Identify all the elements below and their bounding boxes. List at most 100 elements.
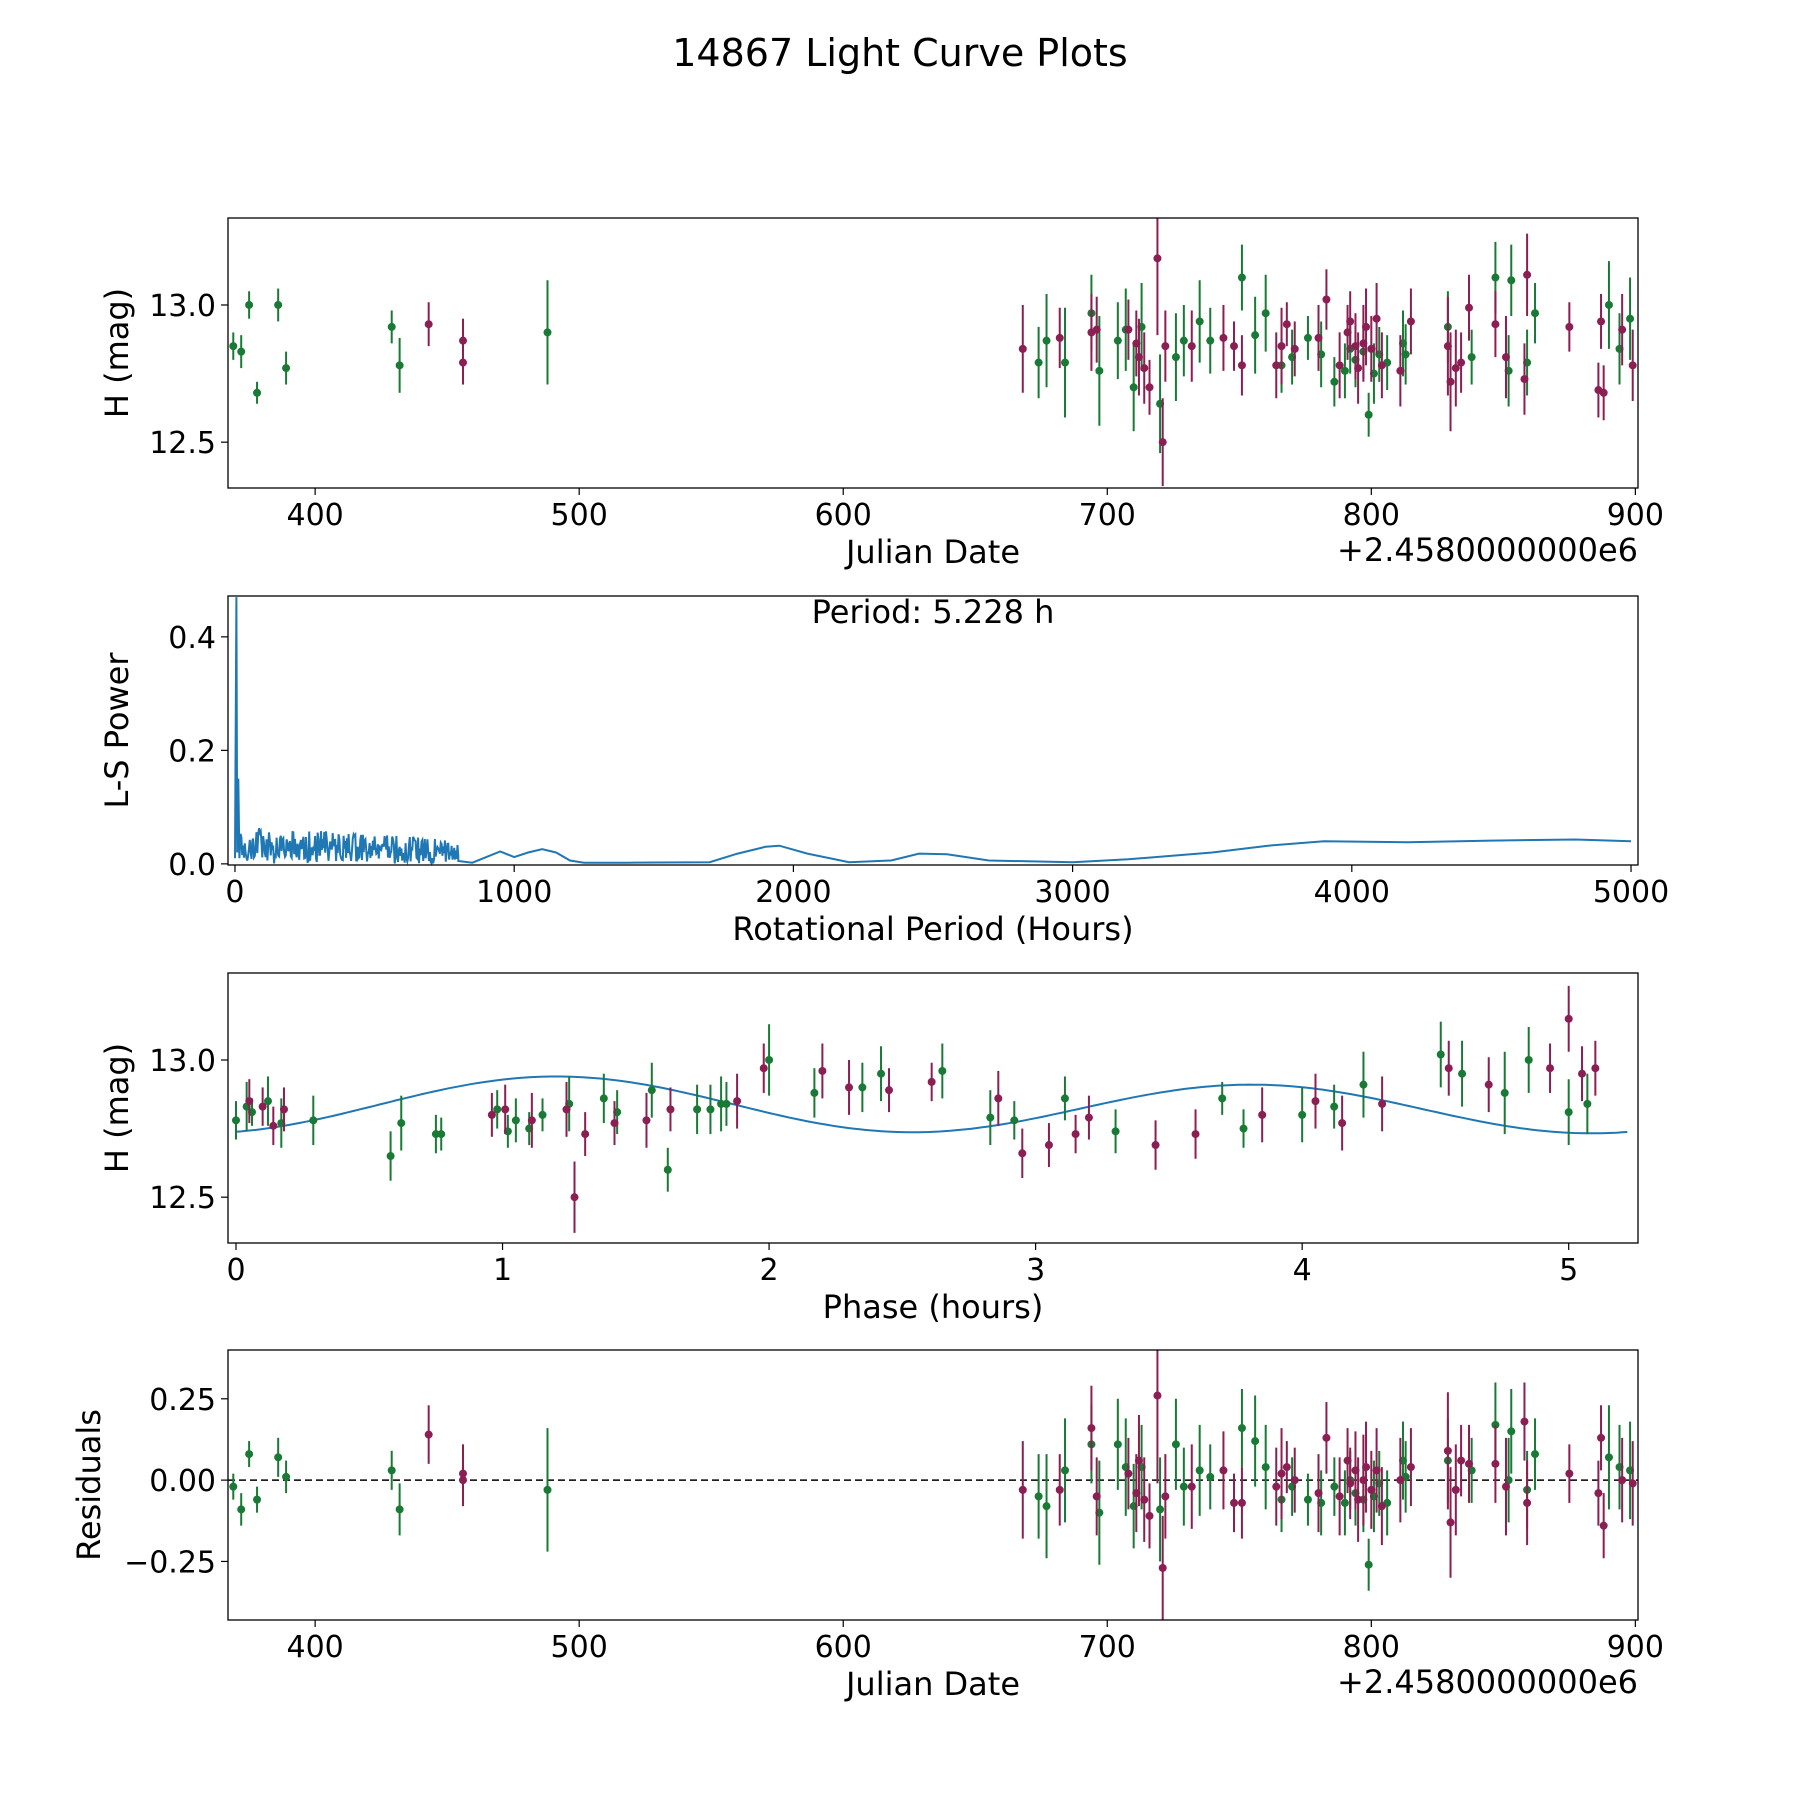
y-tick-label: 12.5: [149, 1181, 216, 1216]
data-point: [1277, 1469, 1286, 1478]
data-point: [1251, 331, 1260, 340]
data-point: [1237, 1424, 1246, 1433]
x-tick-label: 800: [1343, 498, 1400, 533]
data-point: [610, 1119, 619, 1128]
data-point: [1171, 353, 1180, 362]
y-axis-label: Residuals: [70, 1409, 108, 1561]
data-point: [1346, 1479, 1355, 1488]
data-point: [459, 358, 467, 367]
axes-frame: [227, 595, 1639, 866]
data-point: [1446, 377, 1455, 386]
x-tick-label: 3: [1026, 1253, 1045, 1288]
data-point: [1084, 1113, 1093, 1122]
data-point: [1092, 1492, 1101, 1501]
data-point: [1282, 320, 1291, 329]
data-point: [1129, 383, 1138, 392]
data-point: [1367, 344, 1376, 353]
data-point: [994, 1094, 1003, 1103]
x-tick-label: 2: [760, 1253, 779, 1288]
series-green: [231, 1021, 1592, 1192]
data-point: [1501, 1482, 1510, 1491]
data-point: [1501, 353, 1510, 362]
data-point: [1338, 1119, 1347, 1128]
data-point: [237, 1505, 246, 1514]
axes-frame: [227, 217, 1639, 489]
data-point: [1018, 344, 1027, 353]
data-point: [1457, 358, 1466, 367]
data-point: [1330, 1102, 1339, 1111]
data-point: [1546, 1064, 1555, 1073]
data-point: [493, 1105, 502, 1114]
data-point: [1044, 1141, 1053, 1150]
data-point: [1591, 1064, 1600, 1073]
x-tick-label: 700: [1079, 498, 1136, 533]
x-tick-label: 5: [1559, 1253, 1578, 1288]
data-point: [1034, 1492, 1043, 1501]
data-point: [1272, 361, 1281, 370]
data-point: [1055, 333, 1064, 342]
data-point: [1401, 350, 1410, 359]
x-tick-label: 900: [1607, 498, 1664, 533]
data-point: [1092, 325, 1101, 334]
data-point: [1362, 322, 1371, 331]
data-point: [1322, 1433, 1331, 1442]
data-point: [1156, 1505, 1165, 1514]
y-axis-label: H (mag): [98, 1043, 136, 1173]
data-point: [387, 1466, 396, 1475]
data-point: [1396, 366, 1405, 375]
data-point: [938, 1066, 947, 1075]
data-point: [245, 1097, 254, 1106]
data-point: [1406, 1463, 1415, 1472]
data-point: [1134, 1456, 1143, 1465]
data-point: [1377, 1502, 1386, 1511]
data-point: [1520, 1417, 1529, 1426]
figure-title: 14867 Light Curve Plots: [672, 31, 1127, 75]
data-point: [1060, 1094, 1069, 1103]
data-point: [666, 1105, 675, 1114]
data-point: [1524, 1055, 1533, 1064]
data-point: [437, 1130, 446, 1139]
data-point: [1061, 1466, 1070, 1475]
data-point: [1444, 1064, 1453, 1073]
data-point: [1171, 1440, 1180, 1449]
data-point: [1179, 1482, 1188, 1491]
data-point: [663, 1165, 672, 1174]
data-point: [1153, 1391, 1162, 1400]
x-tick-label: 3000: [1034, 875, 1110, 910]
data-point: [1158, 438, 1167, 447]
data-point: [1578, 1069, 1587, 1078]
data-point: [1145, 383, 1154, 392]
data-point: [647, 1086, 656, 1095]
data-point: [810, 1088, 819, 1097]
series-purple: [245, 985, 1600, 1233]
series-purple: [424, 218, 1637, 487]
data-point: [1340, 1498, 1349, 1507]
data-point: [1618, 1476, 1627, 1485]
data-point: [269, 1121, 278, 1130]
data-point: [1158, 1563, 1167, 1572]
data-point: [1354, 364, 1363, 373]
data-point: [1597, 1433, 1606, 1442]
data-point: [1597, 317, 1606, 326]
data-point: [1378, 1099, 1387, 1108]
y-axis-label: L-S Power: [98, 652, 136, 809]
data-point: [759, 1064, 768, 1073]
x-tick-label: 1: [493, 1253, 512, 1288]
x-offset-label: +2.4580000000e6: [1337, 1663, 1638, 1701]
data-point: [282, 364, 291, 373]
data-point: [1303, 333, 1312, 342]
x-tick-label: 800: [1343, 1630, 1400, 1665]
data-point: [229, 342, 238, 351]
data-point: [1206, 336, 1215, 345]
periodogram-line: [234, 597, 1632, 865]
data-point: [309, 1116, 318, 1125]
data-point: [395, 1505, 404, 1514]
data-point: [1113, 1440, 1122, 1449]
data-point: [231, 1116, 240, 1125]
data-point: [1523, 270, 1532, 279]
data-point: [1618, 325, 1627, 334]
data-point: [253, 388, 262, 397]
x-tick-label: 700: [1079, 1630, 1136, 1665]
data-point: [1042, 1502, 1051, 1511]
data-point: [1034, 358, 1043, 367]
